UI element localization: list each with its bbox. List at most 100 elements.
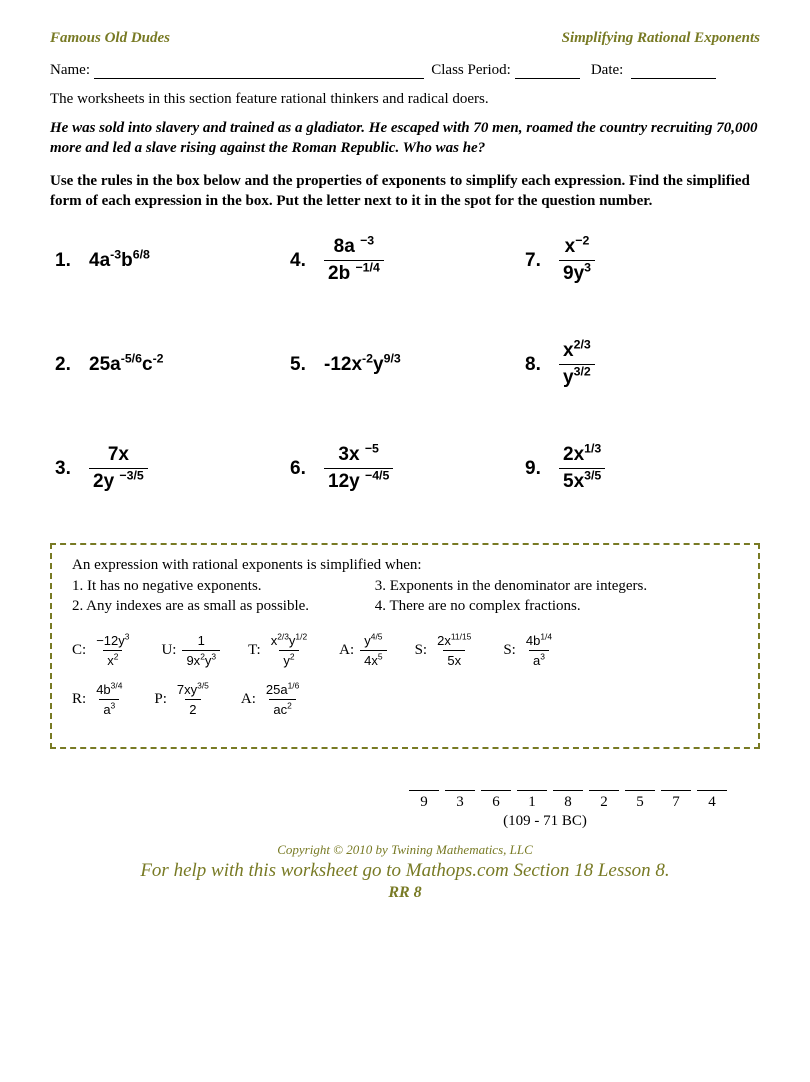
problem-2: 2. 25a-5/6c-2 <box>55 340 290 389</box>
blank-number: 1 <box>514 794 550 811</box>
fraction: x−2 9y3 <box>559 236 595 285</box>
answer-blank[interactable] <box>697 776 727 791</box>
answer-blank[interactable] <box>625 776 655 791</box>
problem-6: 6. 3x −5 12y −4/5 <box>290 444 525 493</box>
numerator: x−2 <box>561 236 594 260</box>
blank-number: 8 <box>550 794 586 811</box>
rules-grid: 1. It has no negative exponents. 3. Expo… <box>72 578 738 615</box>
denominator: a3 <box>529 650 549 668</box>
denominator: 2 <box>185 699 200 717</box>
header-right: Simplifying Rational Exponents <box>562 30 760 47</box>
denominator: 12y −4/5 <box>324 468 393 493</box>
problem-1: 1. 4a-3b6/8 <box>55 236 290 285</box>
intro-text: The worksheets in this section feature r… <box>50 91 760 108</box>
answer-letter: P: <box>154 691 167 708</box>
class-blank[interactable] <box>515 64 580 79</box>
answer-option: T:x2/3y1/2y2 <box>248 633 311 668</box>
date-label: Date: <box>591 62 623 78</box>
answer-option: S:4b1/4a3 <box>503 633 556 668</box>
answers-row-1: C: −12y3x2 U:19x2y3 T:x2/3y1/2y2 A: y4/54x5 S:… <box>72 633 738 668</box>
numerator: 1 <box>194 633 209 650</box>
answer-blank[interactable] <box>409 776 439 791</box>
answer-letter: A: <box>241 691 256 708</box>
date-range: (109 - 71 BC) <box>330 813 760 830</box>
answer-blank[interactable] <box>553 776 583 791</box>
answer-option: U:19x2y3 <box>161 633 220 668</box>
problem-number: 7. <box>525 250 547 272</box>
answer-blank[interactable] <box>445 776 475 791</box>
denominator: 2b −1/4 <box>324 260 384 285</box>
answer-letter: T: <box>248 642 261 659</box>
problem-8: 8. x2/3 y3/2 <box>525 340 760 389</box>
blank-number: 9 <box>406 794 442 811</box>
answer-letter: C: <box>72 642 86 659</box>
answer-fraction: 4b1/4a3 <box>522 633 556 668</box>
answer-option: R: 4b3/4a3 <box>72 682 126 717</box>
answer-fraction: 2x11/155x <box>433 633 475 668</box>
denominator: 4x5 <box>360 650 386 668</box>
answer-fraction: 4b3/4a3 <box>92 682 126 717</box>
rule-1: 1. It has no negative exponents. <box>72 578 375 595</box>
problem-number: 8. <box>525 354 547 376</box>
answer-fraction: 25a1/6ac2 <box>262 682 303 717</box>
problem-number: 9. <box>525 458 547 480</box>
rules-intro: An expression with rational exponents is… <box>72 557 738 574</box>
numerator: 4b1/4 <box>522 633 556 650</box>
copyright: Copyright © 2010 by Twining Mathematics,… <box>50 842 760 858</box>
answer-fraction: −12y3x2 <box>92 633 133 668</box>
answer-letter: R: <box>72 691 86 708</box>
denominator: 9x2y3 <box>182 650 220 668</box>
answer-option: C: −12y3x2 <box>72 633 133 668</box>
numerator: x2/3 <box>559 340 595 364</box>
numerator: y4/5 <box>360 633 386 650</box>
numerator: 3x −5 <box>334 444 383 468</box>
problem-number: 3. <box>55 458 77 480</box>
instructions-text: Use the rules in the box below and the p… <box>50 171 760 212</box>
help-text: For help with this worksheet go to Matho… <box>50 860 760 882</box>
answer-blank[interactable] <box>589 776 619 791</box>
problem-expr: -12x-2y9/3 <box>324 354 401 376</box>
denominator: a3 <box>99 699 119 717</box>
answer-blank[interactable] <box>481 776 511 791</box>
problem-3: 3. 7x 2y −3/5 <box>55 444 290 493</box>
answer-option: S:2x11/155x <box>415 633 476 668</box>
name-blank[interactable] <box>94 64 424 79</box>
rule-2: 2. Any indexes are as small as possible. <box>72 598 375 615</box>
numerator: 7xy3/5 <box>173 682 213 699</box>
answer-box: An expression with rational exponents is… <box>50 543 760 749</box>
answers-row-2: R: 4b3/4a3 P: 7xy3/52 A: 25a1/6ac2 <box>72 682 738 717</box>
answer-fraction: 7xy3/52 <box>173 682 213 717</box>
worksheet-code: RR 8 <box>50 884 760 902</box>
date-blank[interactable] <box>631 64 716 79</box>
blank-number: 6 <box>478 794 514 811</box>
answer-blank[interactable] <box>661 776 691 791</box>
denominator: y2 <box>279 650 298 668</box>
problem-7: 7. x−2 9y3 <box>525 236 760 285</box>
problem-number: 5. <box>290 354 312 376</box>
problem-5: 5. -12x-2y9/3 <box>290 340 525 389</box>
problem-9: 9. 2x1/3 5x3/5 <box>525 444 760 493</box>
numerator: 2x11/15 <box>433 633 475 650</box>
denominator: ac2 <box>269 699 295 717</box>
answer-letter: A: <box>339 642 354 659</box>
blank-number: 2 <box>586 794 622 811</box>
problem-number: 4. <box>290 250 312 272</box>
blank-number: 7 <box>658 794 694 811</box>
answer-option: A: y4/54x5 <box>339 633 386 668</box>
fraction: 3x −5 12y −4/5 <box>324 444 393 493</box>
problem-number: 2. <box>55 354 77 376</box>
blank-number: 5 <box>622 794 658 811</box>
answer-blank-numbers: 936182574 <box>50 794 730 811</box>
problem-expr: 25a-5/6c-2 <box>89 354 164 376</box>
numerator: −12y3 <box>92 633 133 650</box>
answer-fraction: y4/54x5 <box>360 633 386 668</box>
denominator: 5x3/5 <box>559 468 605 493</box>
denominator: 5x <box>443 650 465 668</box>
header: Famous Old Dudes Simplifying Rational Ex… <box>50 30 760 47</box>
answer-blank[interactable] <box>517 776 547 791</box>
answer-fraction: 19x2y3 <box>182 633 220 668</box>
problem-number: 1. <box>55 250 77 272</box>
numerator: 8a −3 <box>330 236 379 260</box>
rule-3: 3. Exponents in the denominator are inte… <box>375 578 738 595</box>
denominator: 2y −3/5 <box>89 468 148 493</box>
